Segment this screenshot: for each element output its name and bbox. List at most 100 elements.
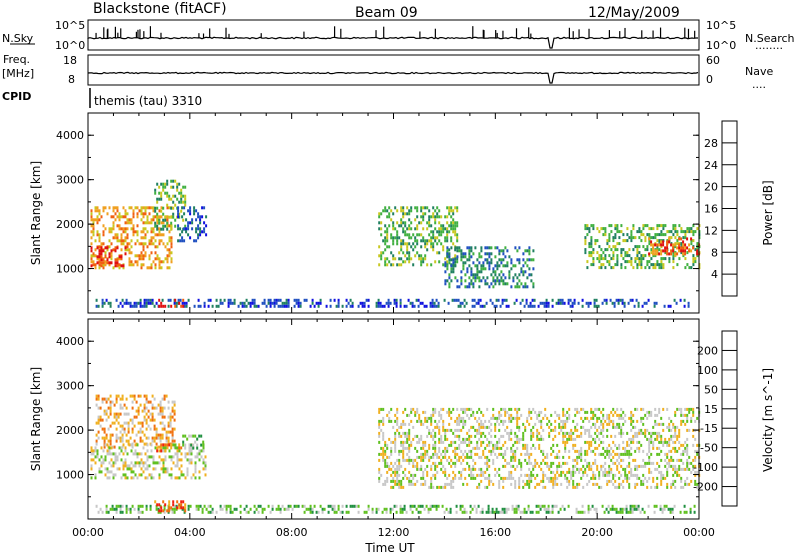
echo-cell	[551, 298, 554, 302]
echo-cell	[618, 443, 621, 447]
echo-cell	[440, 437, 443, 441]
echo-cell	[125, 510, 128, 514]
echo-cell	[219, 301, 222, 305]
echo-cell	[172, 194, 175, 198]
echo-cell	[120, 476, 123, 480]
echo-cell	[694, 458, 697, 462]
echo-cell	[386, 230, 389, 234]
echo-cell	[177, 212, 180, 216]
echo-cell	[500, 407, 503, 411]
echo-cell	[590, 467, 593, 471]
echo-cell	[484, 252, 487, 256]
echo-cell	[630, 446, 633, 450]
echo-cell	[426, 419, 429, 423]
echo-cell	[104, 263, 107, 267]
echo-cell	[452, 209, 455, 213]
echo-cell	[327, 504, 330, 508]
echo-cell	[567, 301, 570, 305]
echo-cell	[430, 422, 433, 426]
search-label: N.Search	[745, 32, 795, 45]
echo-cell	[679, 298, 682, 302]
echo-cell	[454, 446, 457, 450]
echo-cell	[171, 427, 174, 431]
echo-cell	[460, 276, 463, 280]
echo-cell	[404, 254, 407, 258]
echo-cell	[582, 419, 585, 423]
echo-cell	[160, 301, 163, 305]
echo-cell	[460, 455, 463, 459]
echo-cell	[414, 236, 417, 240]
echo-cell	[638, 245, 641, 249]
echo-cell	[498, 452, 501, 456]
echo-cell	[143, 409, 146, 413]
echo-cell	[525, 298, 528, 302]
echo-cell	[493, 510, 496, 514]
echo-cell	[480, 434, 483, 438]
echo-cell	[600, 266, 603, 270]
echo-cell	[154, 245, 157, 249]
echo-cell	[104, 251, 107, 255]
echo-cell	[309, 504, 312, 508]
echo-cell	[166, 446, 169, 450]
echo-cell	[628, 452, 631, 456]
nave-tick-top: 60	[706, 54, 720, 67]
echo-cell	[554, 434, 557, 438]
echo-cell	[424, 212, 427, 216]
echo-cell	[682, 243, 685, 247]
echo-cell	[508, 419, 511, 423]
echo-cell	[126, 212, 129, 216]
echo-cell	[654, 437, 657, 441]
echo-cell	[398, 431, 401, 435]
echo-cell	[642, 224, 645, 228]
echo-cell	[295, 298, 298, 302]
echo-cell	[410, 482, 413, 486]
echo-cell	[624, 467, 627, 471]
echo-cell	[588, 446, 591, 450]
echo-cell	[184, 197, 187, 201]
cpid-program: themis (tau) 3310	[94, 94, 202, 108]
echo-cell	[165, 439, 168, 443]
echo-cell	[124, 227, 127, 231]
echo-cell	[650, 413, 653, 417]
echo-cell	[452, 479, 455, 483]
echo-cell	[442, 245, 445, 249]
echo-cell	[124, 476, 127, 480]
echo-cell	[404, 422, 407, 426]
echo-cell	[112, 224, 115, 228]
echo-cell	[421, 301, 424, 305]
echo-cell	[459, 504, 462, 508]
echo-cell	[140, 263, 143, 267]
echo-cell	[570, 434, 573, 438]
echo-cell	[647, 298, 650, 302]
echo-cell	[664, 437, 667, 441]
echo-cell	[204, 455, 207, 459]
echo-cell	[609, 298, 612, 302]
echo-cell	[526, 249, 529, 253]
echo-cell	[130, 221, 133, 225]
echo-cell	[138, 464, 141, 468]
echo-cell	[440, 440, 443, 444]
echo-cell	[165, 433, 168, 437]
echo-cell	[523, 510, 526, 514]
echo-cell	[110, 251, 113, 255]
echo-cell	[162, 221, 165, 225]
echo-cell	[426, 464, 429, 468]
echo-cell	[592, 251, 595, 255]
echo-cell	[558, 461, 561, 465]
echo-cell	[518, 273, 521, 277]
echo-cell	[513, 301, 516, 305]
echo-cell	[142, 221, 145, 225]
echo-cell	[654, 485, 657, 489]
echo-cell	[120, 239, 123, 243]
echo-cell	[470, 270, 473, 274]
echo-cell	[139, 430, 142, 434]
echo-cell	[618, 446, 621, 450]
echo-cell	[650, 485, 653, 489]
echo-cell	[594, 473, 597, 477]
echo-cell	[160, 509, 163, 513]
echo-cell	[420, 221, 423, 225]
echo-cell	[676, 246, 679, 250]
echo-cell	[502, 452, 505, 456]
echo-cell	[517, 504, 520, 508]
echo-cell	[430, 263, 433, 267]
